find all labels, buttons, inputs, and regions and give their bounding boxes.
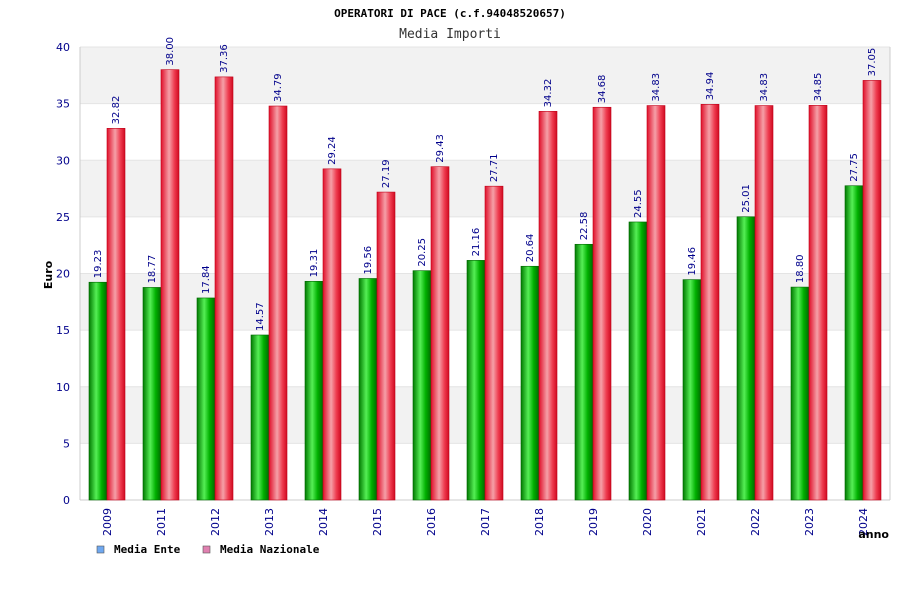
y-tick-label: 35: [56, 98, 70, 111]
x-tick-label: 2016: [425, 508, 438, 536]
data-label: 37.36: [219, 44, 230, 73]
data-label: 34.83: [759, 73, 770, 102]
data-label: 22.58: [579, 212, 590, 241]
bar-media-nazionale: [376, 191, 396, 501]
bar-media-ente: [466, 260, 486, 501]
bar-media-nazionale: [106, 128, 126, 501]
data-label: 19.31: [309, 249, 320, 278]
y-tick-label: 25: [56, 211, 70, 224]
legend: Media Ente Media Nazionale: [96, 543, 320, 556]
data-label: 34.32: [543, 79, 554, 108]
data-label: 19.56: [363, 246, 374, 275]
data-label: 17.84: [201, 265, 212, 294]
x-axis-ticks: 2009 2011 2012 2013 2014 2015 2016 2017 2018 2019…: [101, 508, 870, 536]
data-label: 29.24: [327, 136, 338, 165]
bar-media-nazionale: [268, 105, 288, 501]
x-tick-label: 2009: [101, 508, 114, 536]
bar-media-ente: [574, 243, 594, 501]
bar-media-nazionale: [430, 166, 450, 501]
data-label: 21.16: [471, 228, 482, 257]
data-label: 34.85: [813, 73, 824, 102]
bar-media-ente: [88, 281, 108, 501]
data-label: 27.75: [849, 153, 860, 182]
bar-media-nazionale: [646, 105, 666, 501]
bar-media-ente: [358, 278, 378, 501]
y-tick-label: 0: [63, 494, 70, 507]
bar-media-ente: [304, 281, 324, 501]
y-tick-label: 40: [56, 41, 70, 54]
legend-label: Media Ente: [114, 543, 181, 556]
bar-media-ente: [250, 334, 270, 501]
bar-media-nazionale: [484, 185, 504, 501]
x-tick-label: 2012: [209, 508, 222, 536]
data-label: 18.80: [795, 254, 806, 283]
legend-swatch: [96, 545, 105, 554]
bar-media-nazionale: [700, 104, 720, 501]
data-label: 25.01: [741, 184, 752, 213]
data-label: 32.82: [111, 96, 122, 125]
bar-media-ente: [844, 185, 864, 501]
chart-subtitle: Media Importi: [399, 27, 501, 42]
y-tick-label: 15: [56, 324, 70, 337]
x-tick-label: 2019: [587, 508, 600, 536]
x-tick-label: 2017: [479, 508, 492, 536]
data-label: 27.71: [489, 154, 500, 183]
y-tick-label: 5: [63, 437, 70, 450]
data-label: 18.77: [147, 255, 158, 284]
bar-media-nazionale: [538, 111, 558, 501]
data-labels: 19.23 32.82 18.77 38.00 17.84 37.36 14.57 34.79…: [93, 37, 878, 331]
bar-media-ente: [196, 297, 216, 501]
bar-media-nazionale: [592, 106, 612, 501]
bar-media-ente: [682, 279, 702, 501]
bar-media-nazionale: [862, 80, 882, 501]
data-label: 34.68: [597, 75, 608, 104]
x-tick-label: 2020: [641, 508, 654, 536]
x-tick-label: 2024: [857, 508, 870, 536]
data-label: 19.23: [93, 250, 104, 279]
bar-media-ente: [790, 286, 810, 501]
y-axis-ticks: 0 5 10 15 20 25 30 35 40: [56, 41, 70, 507]
bar-media-nazionale: [808, 105, 828, 501]
bar-media-ente: [142, 287, 162, 501]
x-tick-label: 2014: [317, 508, 330, 536]
bar-media-ente: [736, 216, 756, 501]
bar-media-ente: [628, 221, 648, 501]
x-tick-label: 2013: [263, 508, 276, 536]
y-tick-label: 10: [56, 381, 70, 394]
bar-media-ente: [520, 265, 540, 501]
data-label: 34.79: [273, 73, 284, 102]
data-label: 37.05: [867, 48, 878, 77]
x-tick-label: 2022: [749, 508, 762, 536]
data-label: 38.00: [165, 37, 176, 66]
x-tick-label: 2023: [803, 508, 816, 536]
data-label: 34.83: [651, 73, 662, 102]
legend-label: Media Nazionale: [220, 543, 320, 556]
y-tick-label: 30: [56, 154, 70, 167]
bars: [88, 69, 882, 501]
x-axis-label: anno: [858, 528, 889, 541]
data-label: 20.64: [525, 234, 536, 263]
legend-swatch: [202, 545, 211, 554]
bar-media-nazionale: [160, 69, 180, 501]
bar-media-nazionale: [214, 76, 234, 501]
x-tick-label: 2015: [371, 508, 384, 536]
data-label: 14.57: [255, 302, 266, 331]
data-label: 27.19: [381, 159, 392, 188]
data-label: 29.43: [435, 134, 446, 163]
data-label: 20.25: [417, 238, 428, 267]
x-tick-label: 2021: [695, 508, 708, 536]
x-tick-label: 2018: [533, 508, 546, 536]
data-label: 34.94: [705, 72, 716, 101]
bar-media-nazionale: [322, 168, 342, 501]
bar-media-nazionale: [754, 105, 774, 501]
chart-title: OPERATORI DI PACE (c.f.94048520657): [334, 7, 566, 20]
x-tick-label: 2011: [155, 508, 168, 536]
y-tick-label: 20: [56, 268, 70, 281]
y-axis-label: Euro: [42, 260, 55, 289]
bar-media-ente: [412, 270, 432, 501]
data-label: 19.46: [687, 247, 698, 276]
data-label: 24.55: [633, 189, 644, 218]
